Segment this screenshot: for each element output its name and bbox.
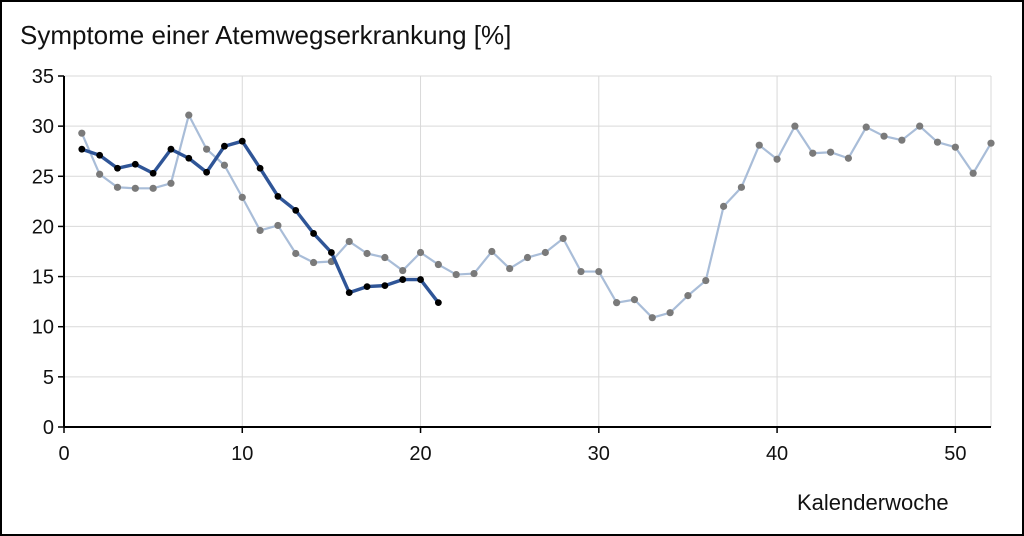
series-current-year-point — [131, 160, 139, 168]
series-previous-year-point — [933, 138, 942, 146]
series-previous-year-point — [149, 184, 157, 192]
series-previous-year-point — [898, 136, 906, 144]
series-current-year-point — [221, 142, 228, 150]
series-previous-year-point — [488, 247, 496, 256]
series-previous-year-point — [969, 169, 977, 177]
series-previous-year-point — [131, 184, 139, 192]
series-previous-year-point — [399, 266, 407, 275]
series-current-year-point — [345, 289, 353, 297]
series-previous-year-point — [702, 276, 710, 285]
series-previous-year-point — [719, 202, 728, 210]
series-previous-year-point — [274, 221, 282, 230]
series-previous-year-point — [916, 122, 924, 130]
series-previous-year-point — [185, 111, 193, 119]
x-tick-label: 0 — [58, 443, 69, 465]
series-previous-year-point — [648, 314, 656, 322]
series-previous-year-point — [203, 145, 211, 153]
series-previous-year-point — [506, 264, 514, 273]
series-previous-year-point — [363, 249, 371, 258]
series-previous-year-point — [452, 270, 460, 279]
series-previous-year-point — [541, 248, 549, 257]
y-tick-label: 0 — [43, 417, 54, 439]
series-previous-year-point — [791, 122, 799, 130]
series-previous-year-point — [826, 148, 835, 156]
series-previous-year-point — [167, 179, 175, 187]
series-previous-year-point — [773, 155, 781, 163]
series-current-year-point — [96, 151, 104, 159]
series-previous-year-point — [345, 237, 353, 246]
x-tick-label: 10 — [231, 443, 253, 465]
series-previous-year-point — [951, 143, 959, 151]
series-previous-year-point — [987, 139, 995, 147]
series-previous-year-point — [666, 309, 674, 317]
series-previous-year-point — [470, 269, 478, 278]
series-previous-year — [78, 111, 995, 322]
series-current-year-point — [203, 168, 211, 176]
chart-title: Symptome einer Atemwegserkrankung [%] — [20, 20, 512, 50]
series-current-year-point — [310, 230, 317, 237]
series-previous-year-point — [630, 296, 639, 304]
series-current-year-point — [417, 276, 424, 283]
series-previous-year-point — [523, 253, 532, 262]
series-current-year-point — [399, 276, 407, 283]
x-tick-label: 20 — [409, 443, 431, 465]
series-previous-year-point — [416, 248, 425, 257]
y-tick-label: 15 — [32, 267, 54, 289]
series-previous-year-point — [559, 234, 567, 243]
series-previous-year-point — [844, 154, 852, 162]
series-current-year — [78, 137, 442, 307]
grid-lines — [64, 75, 992, 427]
axes — [58, 75, 991, 433]
series-current-year-point — [114, 164, 121, 172]
y-tick-label: 30 — [32, 116, 54, 138]
series-previous-year-point — [595, 267, 603, 276]
y-tick-label: 25 — [32, 166, 54, 188]
series-previous-year-point — [96, 170, 104, 178]
series-previous-year-point — [434, 260, 442, 269]
series-current-year-point — [363, 283, 371, 290]
series-current-year-point — [167, 145, 175, 153]
x-tick-label: 40 — [766, 443, 788, 465]
series-current-year-point — [149, 169, 157, 177]
series-previous-year-point — [613, 299, 621, 307]
series-current-year-point — [238, 137, 246, 145]
series-current-year-point — [256, 164, 264, 172]
series-current-year-point — [381, 282, 389, 289]
series-previous-year-point — [78, 129, 86, 137]
series-previous-year-point — [238, 193, 246, 201]
series-current-year-point — [185, 154, 193, 162]
series-current-year-point — [434, 299, 442, 307]
tick-labels: 0 5 10 15 20 25 30 35 0 10 20 30 40 50 — [32, 66, 967, 465]
series-current-year-point — [274, 192, 282, 200]
x-axis-label: Kalenderwoche — [797, 490, 949, 515]
series-previous-year-point — [292, 249, 300, 258]
series-previous-year-point — [577, 267, 585, 276]
series-previous-year-point — [862, 123, 870, 131]
x-tick-label: 30 — [588, 443, 610, 465]
y-tick-label: 35 — [32, 66, 54, 88]
series-previous-year-line — [80, 114, 992, 319]
series-layer — [78, 111, 995, 322]
series-previous-year-point — [381, 253, 389, 262]
series-current-year-point — [292, 206, 300, 214]
x-tick-label: 50 — [944, 443, 966, 465]
y-tick-label: 5 — [43, 367, 54, 389]
series-previous-year-point — [809, 149, 817, 157]
series-current-year-point — [328, 249, 335, 256]
series-previous-year-point — [684, 292, 692, 300]
series-current-year-point — [78, 145, 86, 153]
series-previous-year-point — [755, 141, 763, 149]
series-previous-year-point — [737, 183, 746, 191]
series-previous-year-point — [220, 161, 229, 169]
y-tick-label: 10 — [32, 317, 54, 339]
series-previous-year-point — [113, 183, 122, 191]
series-previous-year-point — [309, 258, 318, 267]
y-tick-label: 20 — [32, 216, 54, 238]
series-previous-year-point — [880, 132, 888, 140]
series-previous-year-point — [256, 226, 264, 235]
